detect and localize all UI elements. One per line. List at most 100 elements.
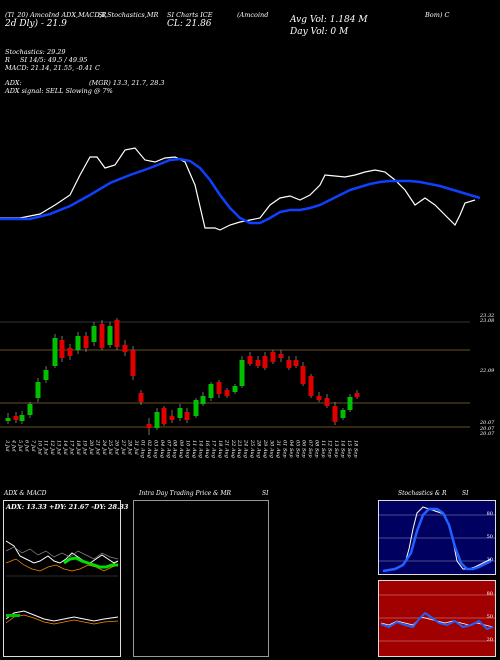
date-label: 18 Sep (352, 440, 358, 458)
chart-title-part2: SI,Stochastics,MR (98, 11, 159, 19)
candle-body (122, 345, 128, 352)
candle-body (308, 376, 314, 396)
candle-body (354, 393, 360, 397)
day-volume: Day Vol: 0 M (290, 27, 349, 37)
candle-body (293, 360, 299, 366)
candle-body (52, 338, 58, 366)
date-label: 07 Aug (165, 440, 171, 458)
stoch-tick-20: 20 (486, 557, 493, 563)
date-label: 21 Aug (223, 439, 229, 458)
candle-body (278, 354, 284, 358)
candle-body (208, 384, 214, 398)
candle-body (239, 360, 245, 386)
si-reading: SI 14/5: 49.5 / 49.95 (20, 56, 88, 64)
candle-body (154, 412, 160, 428)
candle-body (107, 326, 113, 345)
rsi-tick-80: 80 (486, 591, 493, 597)
date-label: 13 Sep (333, 440, 339, 458)
adx-macd-plot (5, 540, 119, 625)
candle-body (114, 320, 120, 347)
mrsi-reading: (MGR) 13.3, 21.7, 28.3 (89, 79, 165, 87)
candle-body (138, 393, 144, 402)
date-label: 01 Sep (281, 440, 287, 458)
date-label: 23 Aug (236, 439, 242, 458)
moving-average-line (0, 157, 481, 225)
rsi-tick-50: 50 (486, 614, 493, 620)
stochastics-reading: Stochastics: 29.29 (5, 48, 66, 56)
date-label: 24 Aug (243, 439, 249, 458)
date-label: 17 Jul (69, 440, 75, 455)
date-label: 25 Jul (107, 439, 113, 455)
date-label: 18 Aug (217, 440, 223, 458)
candle-body (262, 356, 268, 368)
date-label: 4 Jul (10, 439, 16, 452)
price-axis-label: 20.07 (479, 431, 495, 437)
candle-body (59, 340, 65, 358)
candle-body (146, 424, 152, 428)
date-label: 5 Jul (17, 440, 23, 452)
oscillator-line (0, 147, 476, 231)
candle-body (161, 408, 167, 424)
candle-body (193, 400, 199, 416)
date-label: 22 Aug (230, 439, 236, 458)
candle-body (316, 396, 322, 400)
stoch-panel-title-si: SI (462, 490, 469, 497)
price-axis-label: 22.09 (479, 368, 495, 374)
chart-title: (Tl_20) AmcoInd ADX,MACD,R (5, 11, 107, 19)
date-label: 27 Jul (120, 439, 126, 455)
adx-panel-title: ADX & MACD (4, 490, 47, 497)
chart-title-part3: SI Charts ICE (167, 11, 213, 19)
stochastics-plot (379, 506, 495, 573)
candle-body (91, 326, 97, 342)
price-axis-label: 20.07 (479, 420, 495, 426)
date-label: 07 Sep (307, 440, 313, 458)
date-label: 18 Jul (75, 440, 81, 455)
price-axis-label: 20.07 (479, 426, 495, 432)
intraday-panel (133, 500, 269, 657)
r-label: R (5, 56, 10, 64)
candlestick-series (5, 318, 360, 435)
price-level-lines (0, 321, 470, 428)
rsi-panel: 80 50 20 (378, 580, 496, 657)
date-label: 12 Jul (49, 440, 55, 455)
date-label: 01 Aug (139, 440, 145, 458)
date-axis-labels: 3 Jul 4 Jul 5 Jul 6 Jul 7 Jul 10 Jul 11 Jul 12 … (4, 439, 358, 458)
indicator-overlay (0, 147, 481, 231)
adx-signal: ADX signal: SELL Slowing @ 7% (5, 87, 113, 95)
candle-body (35, 382, 41, 398)
date-label: 03 Aug (152, 440, 158, 458)
date-label: 21 Jul (94, 439, 100, 455)
candle-body (255, 360, 261, 366)
date-label: 11 Sep (320, 440, 326, 458)
date-label: 29 Aug (262, 439, 268, 458)
rsi-plot (379, 594, 495, 642)
interval-label: 2d Dly) - 21.9 (5, 19, 67, 29)
date-label: 19 Jul (81, 440, 87, 455)
candle-body (19, 415, 25, 421)
date-label: 04 Aug (159, 440, 165, 458)
candle-body (347, 397, 353, 410)
date-label: 28 Jul (127, 439, 133, 455)
candle-body (75, 336, 81, 350)
intraday-panel-title: Intra Day Trading Price & MR (139, 490, 232, 497)
date-label: 06 Sep (301, 440, 307, 458)
adx-values: ADX: 13.33 +DY: 21.67 -DY: 28.33 (6, 503, 129, 511)
macd-reading: MACD: 21.14, 21.55, -0.41 C (5, 64, 100, 72)
rsi-tick-20: 20 (486, 637, 493, 643)
date-label: 13 Jul (56, 440, 62, 455)
candle-body (27, 404, 33, 415)
candle-body (99, 324, 105, 348)
price-axis-label: 23.08 (479, 318, 494, 324)
close-price-label: CL: 21.86 (167, 19, 212, 29)
price-axis-label: 23.32 (479, 313, 494, 319)
date-label: 10 Jul (36, 440, 42, 455)
chart-title-part4: (Amcoind (237, 11, 269, 19)
date-label: 11 Aug (191, 440, 197, 458)
date-label: 11 Jul (43, 440, 49, 455)
date-label: 14 Jul (62, 440, 68, 455)
stoch-tick-80: 80 (486, 511, 493, 517)
candle-body (247, 356, 253, 364)
candle-body (184, 412, 190, 420)
